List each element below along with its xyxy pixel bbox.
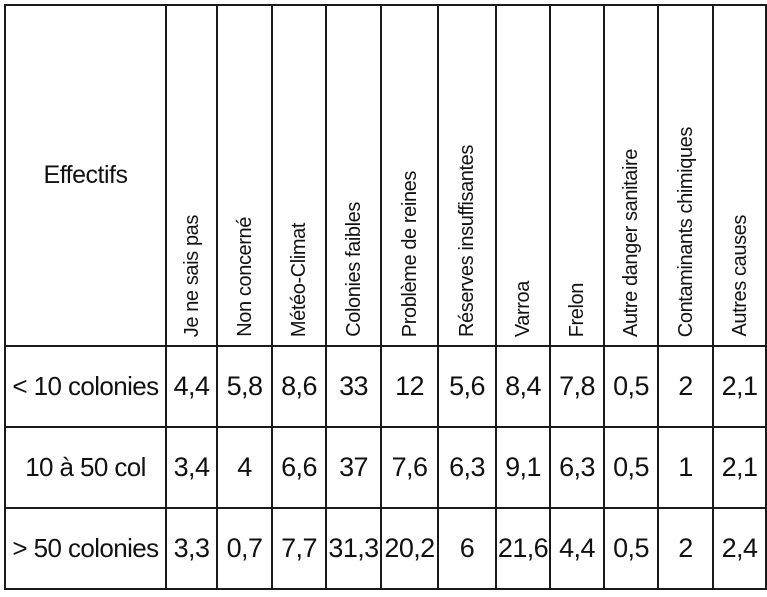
table-cell: 5,6 bbox=[437, 345, 497, 428]
column-header-label: Autre danger sanitaire bbox=[620, 149, 642, 337]
column-header: Varroa bbox=[495, 4, 551, 347]
column-header-label: Météo-Climat bbox=[288, 222, 310, 337]
table-cell: 6,6 bbox=[271, 426, 327, 509]
table-cell: 9,1 bbox=[495, 426, 551, 509]
column-header: Contaminants chimiques bbox=[657, 4, 714, 347]
table-cell: 2,1 bbox=[712, 426, 767, 509]
column-header-label: Problème de reines bbox=[398, 170, 421, 337]
table-cell: 8,6 bbox=[271, 345, 327, 428]
table-cell: 7,6 bbox=[380, 426, 439, 509]
column-header: Problème de reines bbox=[380, 4, 439, 347]
column-header-label: Colonies faibles bbox=[342, 202, 365, 337]
table-cell: 6,3 bbox=[437, 426, 497, 509]
table-cell: 0,5 bbox=[603, 426, 659, 509]
table-cell: 6,3 bbox=[549, 426, 605, 509]
column-header: Non concerné bbox=[216, 4, 273, 347]
table-cell: 2 bbox=[657, 345, 714, 428]
column-header: Je ne sais pas bbox=[165, 4, 218, 347]
column-header: Colonies faibles bbox=[325, 4, 382, 347]
column-header: Frelon bbox=[549, 4, 605, 347]
column-header-label: Autres causes bbox=[728, 215, 751, 337]
table-cell: 33 bbox=[325, 345, 382, 428]
column-header-label: Varroa bbox=[512, 280, 534, 337]
table-cell: 21,6 bbox=[495, 507, 551, 590]
column-header-label: Réserves insuffisantes bbox=[456, 144, 478, 337]
table-cell: 2,1 bbox=[712, 345, 767, 428]
table-cell: 8,4 bbox=[495, 345, 551, 428]
table-cell: 1 bbox=[657, 426, 714, 509]
table-cell: 12 bbox=[380, 345, 439, 428]
table-cell: 7,8 bbox=[549, 345, 605, 428]
table-cell: 0,5 bbox=[603, 345, 659, 428]
table-cell: 31,3 bbox=[325, 507, 382, 590]
table-cell: 2,4 bbox=[712, 507, 767, 590]
table-cell: 2 bbox=[657, 507, 714, 590]
table-cell: 4,4 bbox=[549, 507, 605, 590]
table-cell: 4 bbox=[216, 426, 273, 509]
column-header-label: Je ne sais pas bbox=[180, 214, 203, 337]
corner-header: Effectifs bbox=[4, 4, 167, 347]
table-row: < 10 colonies 4,4 5,8 8,6 33 12 5,6 8,4 … bbox=[4, 345, 767, 428]
table-cell: 0,5 bbox=[603, 507, 659, 590]
table-cell: 4,4 bbox=[165, 345, 218, 428]
table-cell: 20,2 bbox=[380, 507, 439, 590]
row-header: < 10 colonies bbox=[4, 345, 167, 428]
table-row: > 50 colonies 3,3 0,7 7,7 31,3 20,2 6 21… bbox=[4, 507, 767, 590]
table-cell: 3,3 bbox=[165, 507, 218, 590]
table-cell: 3,4 bbox=[165, 426, 218, 509]
table-cell: 6 bbox=[437, 507, 497, 590]
row-header: > 50 colonies bbox=[4, 507, 167, 590]
column-header-label: Frelon bbox=[566, 282, 588, 337]
column-header: Autres causes bbox=[712, 4, 767, 347]
column-header: Réserves insuffisantes bbox=[437, 4, 497, 347]
table-cell: 5,8 bbox=[216, 345, 273, 428]
table-cell: 0,7 bbox=[216, 507, 273, 590]
column-header: Autre danger sanitaire bbox=[603, 4, 659, 347]
row-header: 10 à 50 col bbox=[4, 426, 167, 509]
table-cell: 7,7 bbox=[271, 507, 327, 590]
column-header-label: Non concerné bbox=[233, 217, 256, 337]
losses-table: Effectifs Je ne sais pas Non concerné Mé… bbox=[4, 4, 767, 590]
column-header: Météo-Climat bbox=[271, 4, 327, 347]
header-row: Effectifs Je ne sais pas Non concerné Mé… bbox=[4, 4, 767, 347]
table-row: 10 à 50 col 3,4 4 6,6 37 7,6 6,3 9,1 6,3… bbox=[4, 426, 767, 509]
column-header-label: Contaminants chimiques bbox=[674, 126, 697, 337]
table-cell: 37 bbox=[325, 426, 382, 509]
